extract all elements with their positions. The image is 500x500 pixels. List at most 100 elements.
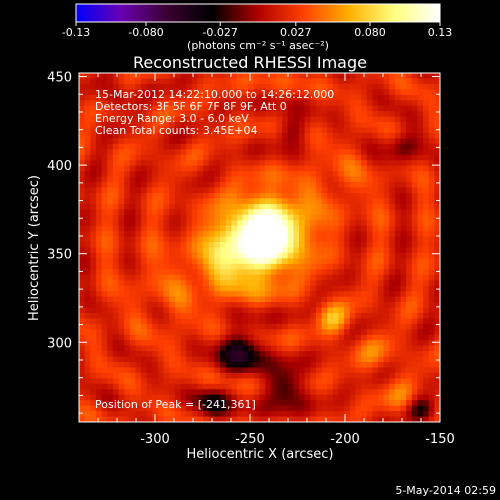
image-pixel (287, 100, 294, 107)
image-pixel (276, 94, 283, 101)
image-pixel (417, 291, 424, 298)
image-pixel (214, 285, 221, 292)
image-pixel (298, 394, 306, 401)
image-pixel (197, 416, 204, 422)
image-pixel (304, 340, 311, 347)
image-pixel (406, 252, 413, 260)
image-pixel (361, 149, 368, 156)
image-pixel (349, 269, 356, 276)
image-pixel (95, 302, 103, 309)
image-pixel (400, 214, 407, 221)
image-pixel (327, 296, 334, 303)
image-pixel (265, 351, 272, 358)
image-pixel (310, 263, 317, 270)
image-pixel (124, 171, 131, 178)
image-pixel (124, 329, 131, 336)
image-pixel (423, 291, 430, 298)
image-pixel (135, 312, 142, 319)
image-pixel (428, 83, 435, 90)
image-pixel (231, 127, 238, 134)
image-pixel (118, 247, 125, 254)
image-pixel (236, 198, 244, 205)
image-pixel (321, 411, 328, 418)
image-pixel (315, 307, 323, 314)
image-pixel (225, 307, 232, 314)
image-pixel (84, 378, 91, 385)
image-pixel (276, 312, 283, 319)
image-pixel (423, 236, 430, 243)
image-pixel (321, 160, 328, 167)
image-pixel (79, 182, 86, 189)
image-pixel (242, 203, 249, 210)
image-pixel (191, 171, 199, 178)
image-pixel (428, 187, 435, 194)
image-pixel (327, 334, 334, 341)
image-pixel (146, 274, 153, 281)
image-pixel (366, 351, 373, 358)
image-pixel (186, 160, 193, 167)
image-pixel (214, 318, 221, 325)
image-pixel (287, 367, 294, 374)
image-pixel (293, 269, 300, 276)
image-pixel (248, 214, 255, 221)
image-pixel (259, 209, 266, 216)
image-pixel (220, 307, 227, 314)
image-pixel (394, 334, 402, 341)
image-pixel (270, 400, 278, 407)
image-pixel (287, 274, 294, 281)
image-pixel (248, 394, 255, 401)
image-pixel (298, 154, 306, 161)
image-pixel (129, 176, 137, 183)
image-pixel (124, 89, 131, 96)
image-pixel (135, 89, 142, 96)
image-pixel (129, 389, 137, 396)
image-pixel (276, 122, 283, 129)
image-pixel (242, 143, 249, 150)
image-pixel (236, 214, 244, 221)
image-pixel (157, 203, 165, 210)
image-pixel (186, 165, 193, 172)
image-pixel (208, 285, 215, 292)
image-pixel (242, 198, 249, 205)
image-pixel (146, 209, 153, 216)
image-pixel (383, 394, 390, 401)
image-pixel (107, 367, 114, 374)
image-pixel (383, 122, 390, 129)
image-pixel (428, 105, 435, 112)
image-pixel (191, 329, 199, 336)
image-pixel (141, 372, 148, 379)
image-pixel (141, 165, 148, 172)
image-pixel (344, 214, 351, 221)
image-pixel (124, 312, 131, 319)
image-pixel (174, 214, 182, 221)
image-pixel (423, 394, 430, 401)
image-pixel (259, 231, 266, 238)
image-pixel (355, 411, 362, 418)
image-pixel (411, 318, 419, 325)
image-pixel (163, 296, 170, 303)
image-pixel (372, 122, 379, 129)
image-pixel (197, 242, 204, 249)
image-pixel (112, 214, 120, 221)
image-pixel (197, 231, 204, 238)
image-pixel (169, 132, 176, 140)
image-pixel (293, 263, 300, 270)
image-pixel (214, 405, 221, 412)
image-pixel (276, 296, 283, 303)
image-pixel (231, 203, 238, 210)
image-pixel (112, 220, 120, 227)
image-pixel (349, 220, 356, 227)
image-pixel (400, 94, 407, 101)
image-pixel (406, 258, 413, 265)
image-pixel (135, 143, 142, 150)
image-pixel (344, 356, 351, 363)
image-pixel (293, 356, 300, 363)
image-pixel (383, 307, 390, 314)
image-pixel (186, 378, 193, 385)
image-pixel (332, 78, 340, 85)
image-pixel (372, 143, 379, 150)
image-pixel (332, 214, 340, 221)
image-pixel (428, 269, 435, 276)
image-pixel (298, 83, 306, 90)
image-pixel (361, 367, 368, 374)
